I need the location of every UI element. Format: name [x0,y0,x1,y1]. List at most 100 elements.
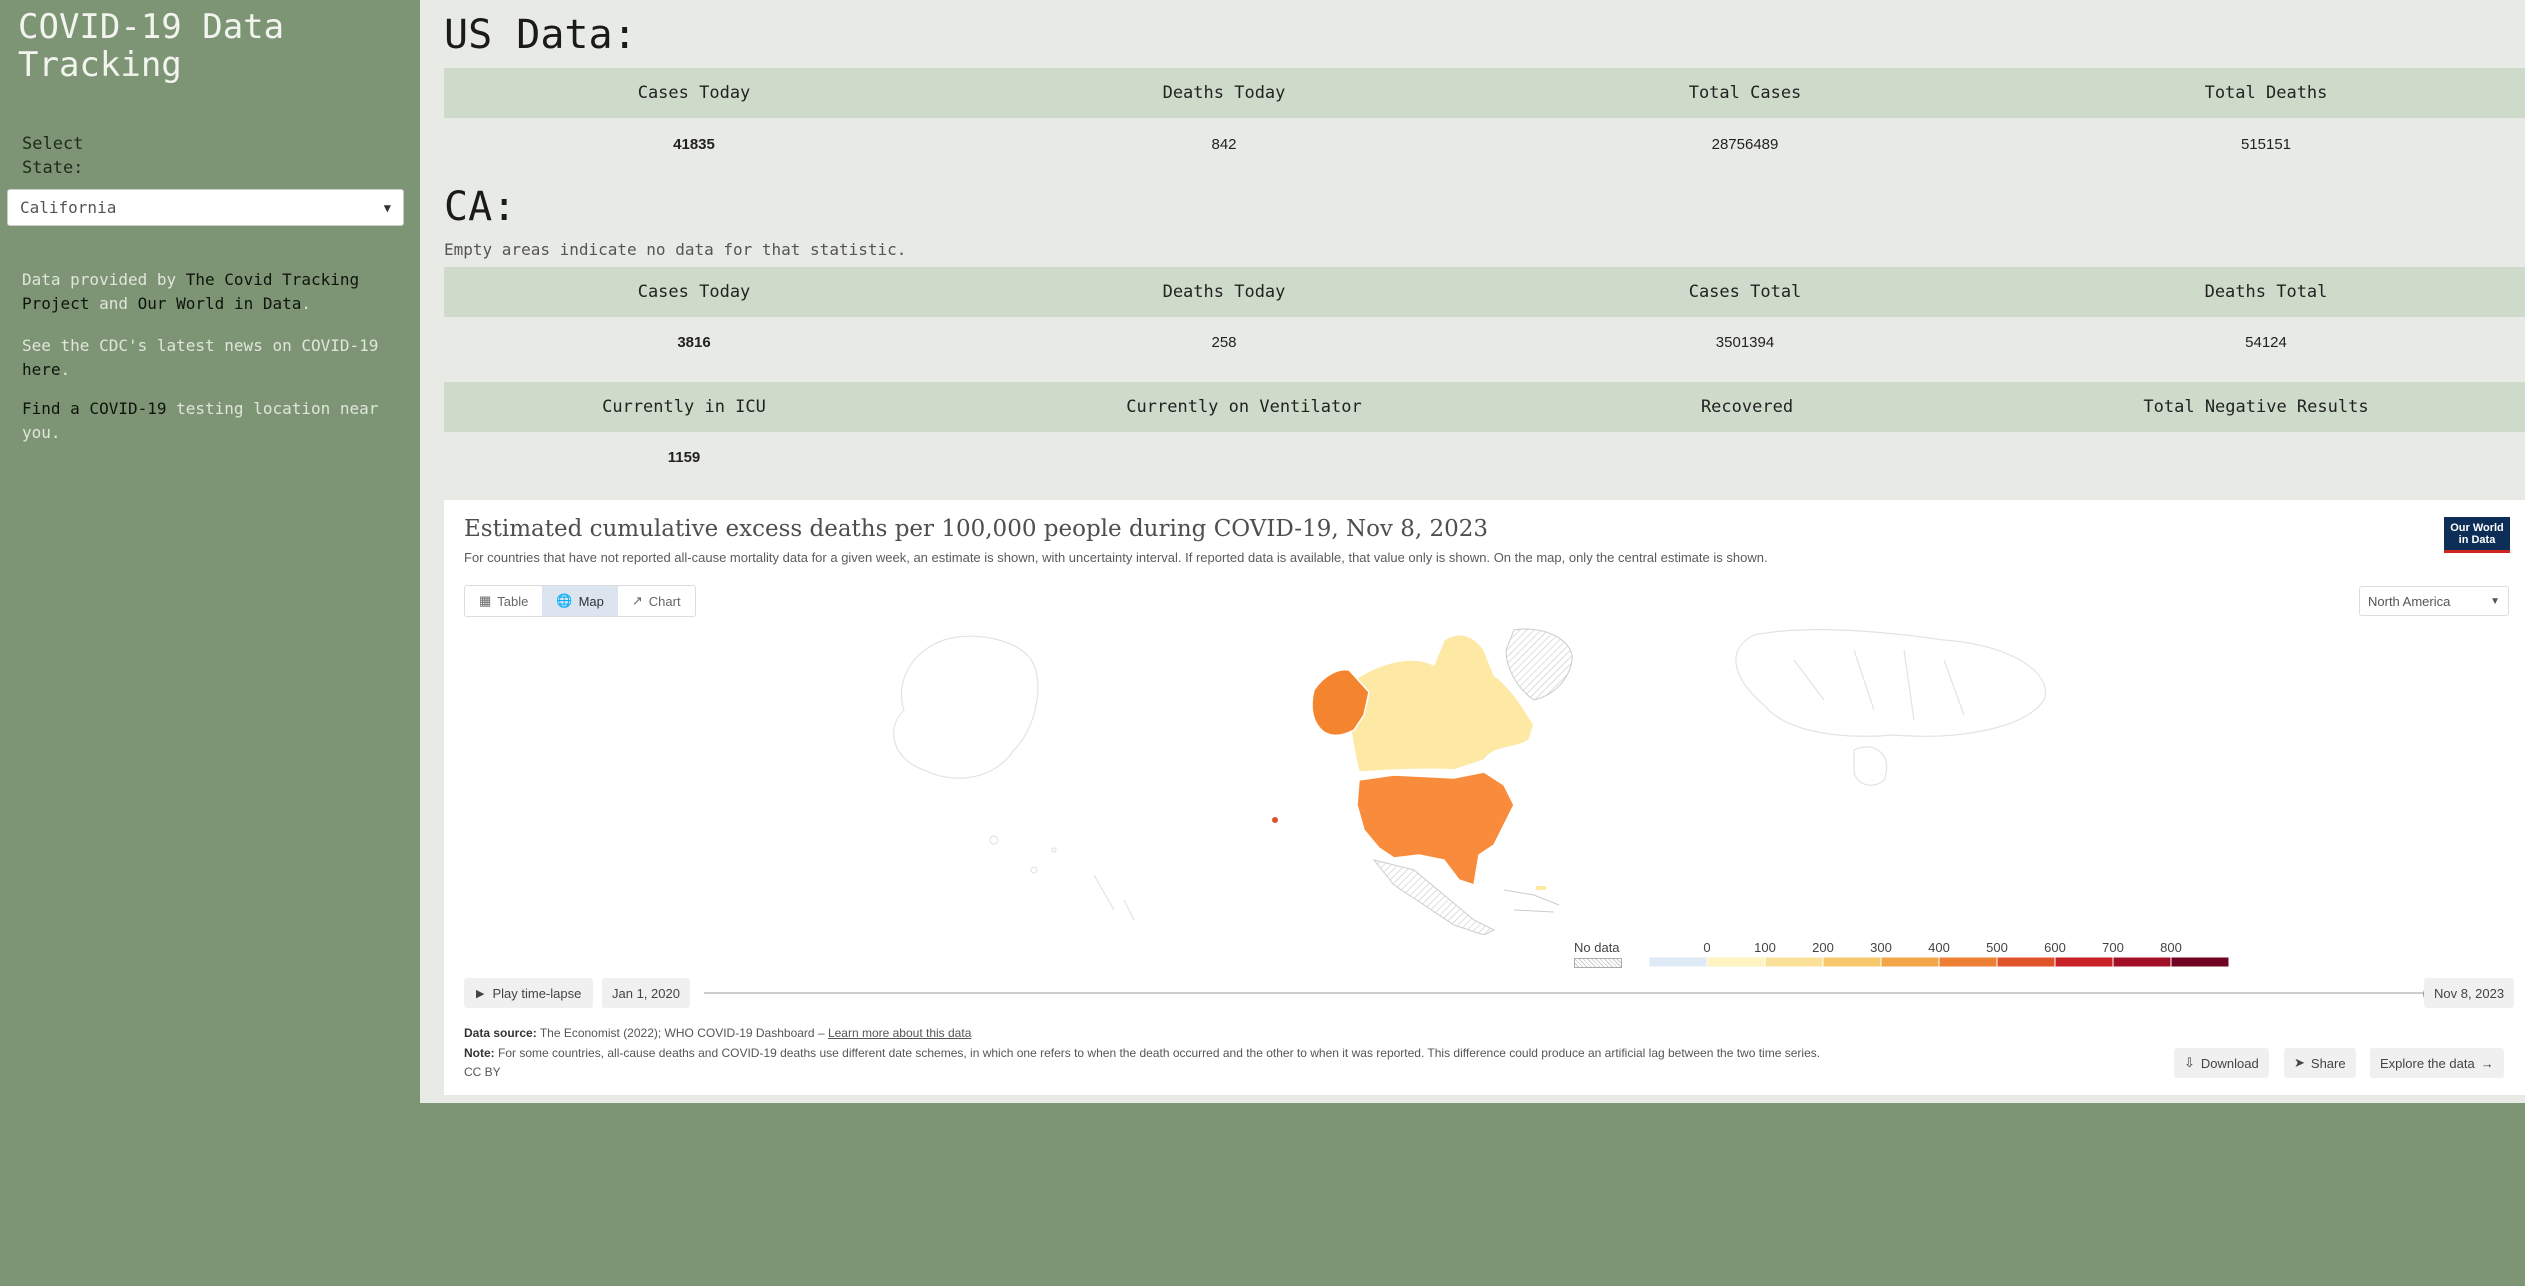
empty-areas-note: Empty areas indicate no data for that st… [444,240,907,259]
world-map[interactable] [794,620,2094,935]
ca-icu: 1159 [667,448,701,466]
legend-color-bin [1706,956,1766,968]
share-button[interactable]: ➤ Share [2284,1048,2356,1078]
select-state-label: Select State: [22,134,84,178]
canada-region[interactable] [1348,634,1535,773]
legend-tick-label: 0 [1703,940,1711,955]
owid-link[interactable]: Our World in Data [137,294,302,313]
hawaii-region [1272,817,1278,823]
us-deaths-today: 842 [1211,135,1237,153]
tab-map[interactable]: 🌐 Map [542,586,618,616]
legend-color-bin [1880,956,1940,968]
legend-color-bin [1996,956,2056,968]
ca-cases-today: 3816 [677,333,711,351]
testing-location-text: Find a COVID-19 testing location near yo… [22,399,379,442]
download-icon: ⇩ [2184,1055,2195,1070]
legend-ticks: 0 100 200 300 400 500 600 700 800 [1639,940,2259,956]
covid-tracking-link[interactable]: The Covid Tracking Project [22,270,360,313]
us-total-deaths: 515151 [2240,135,2292,153]
ca-header-cell: Recovered [1700,397,1794,417]
legend-tick-label: 800 [2160,940,2182,955]
ca-cases-total: 3501394 [1715,333,1775,351]
license-text: CC BY [464,1065,501,1079]
chart-subtitle: For countries that have not reported all… [464,550,1768,565]
us-total-cases: 28756489 [1711,135,1779,153]
mexico-region [1372,859,1496,935]
ca-header-cell: Deaths Total [2204,282,2328,302]
alaska-region[interactable] [1311,668,1370,737]
legend-color-bin [2170,956,2230,968]
testing-location-link[interactable]: Find a COVID-19 [22,399,167,418]
learn-more-link[interactable]: Learn more about this data [827,1026,972,1040]
tab-table[interactable]: ▦ Table [479,593,529,609]
ca-header-cell: Cases Today [637,282,751,302]
ca-deaths-total: 54124 [2245,333,2287,351]
state-select-value: California [20,198,117,217]
us-header-cell: Cases Today [637,83,751,103]
start-date: Jan 1, 2020 [602,978,690,1008]
legend-color-bin [2054,956,2114,968]
legend-color-bin [2112,956,2172,968]
legend-tick-label: 300 [1870,940,1892,955]
us-cases-today: 41835 [673,135,715,153]
background-continents [893,628,2047,921]
tab-chart[interactable]: ↗ Chart [631,593,681,609]
app-title: COVID-19 Data Tracking [18,7,285,85]
caret-down-icon: ▼ [2490,595,2500,607]
globe-icon: 🌐 [556,593,573,608]
timeline-slider[interactable] [704,992,2444,994]
view-tabs: ▦ Table 🌐 Map ↗ Chart [464,585,696,617]
us-header-cell: Deaths Today [1162,83,1286,103]
share-icon: ➤ [2294,1055,2305,1070]
ca-header-cell: Total Negative Results [2143,397,2369,417]
caribbean-region [1503,889,1560,913]
owid-chart-embed: Estimated cumulative excess deaths per 1… [444,500,2525,1095]
play-icon: ▶ [476,987,485,1000]
cdc-news-text: See the CDC's latest news on COVID-19 he… [22,336,379,379]
greenland-region [1505,628,1573,701]
end-date: Nov 8, 2023 [2424,978,2515,1008]
usa-region[interactable] [1356,771,1515,886]
legend-tick-label: 700 [2102,940,2124,955]
chevron-down-icon: ▼ [383,200,391,215]
ca-header-cell: Currently on Ventilator [1126,397,1362,417]
chart-title: Estimated cumulative excess deaths per 1… [464,516,1489,542]
legend-no-data-swatch [1574,958,1622,968]
legend-color-bin [1648,956,1708,968]
caribbean-island [1536,886,1546,890]
download-button[interactable]: ⇩ Download [2174,1048,2269,1078]
legend-no-data-label: No data [1574,940,1620,955]
line-chart-icon: ↗ [631,593,643,608]
legend-tick-label: 400 [1928,940,1950,955]
owid-logo[interactable]: Our World in Data [2444,517,2510,553]
legend-tick-label: 200 [1812,940,1834,955]
arrow-right-icon: → [2480,1055,2494,1071]
us-header-row: Cases Today Deaths Today Total Cases Tot… [444,68,2525,118]
legend-tick-label: 100 [1754,940,1776,955]
ca-header-row-2: Currently in ICU Currently on Ventilator… [444,382,2525,432]
region-select[interactable]: North America ▼ [2359,586,2509,616]
explore-data-button[interactable]: Explore the data → [2370,1048,2504,1078]
us-header-cell: Total Deaths [2204,83,2328,103]
state-select[interactable]: California ▼ [7,189,404,226]
us-heading: US Data: [444,12,637,58]
legend-scale [1648,956,2230,968]
sidebar: COVID-19 Data Tracking Select State: Cal… [0,0,420,1286]
note-line: Note: For some countries, all-cause deat… [464,1046,1821,1060]
table-icon: ▦ [479,593,492,608]
legend-color-bin [1764,956,1824,968]
us-header-cell: Total Cases [1688,83,1802,103]
state-heading: CA: [444,184,517,230]
play-timelapse-button[interactable]: ▶ Play time-lapse [464,978,594,1008]
ca-header-row-1: Cases Today Deaths Today Cases Total Dea… [444,267,2525,317]
legend-color-bin [1822,956,1882,968]
legend-color-bin [1938,956,1998,968]
ca-deaths-today: 258 [1211,333,1237,351]
cdc-link[interactable]: here [22,360,61,379]
map-legend: No data 0 100 200 300 400 500 600 700 800 [1574,940,2274,980]
ca-header-cell: Currently in ICU [602,397,766,417]
data-source-line: Data source: The Economist (2022); WHO C… [464,1026,972,1040]
data-provided-text: Data provided by The Covid Tracking Proj… [22,270,360,313]
ca-header-cell: Deaths Today [1162,282,1286,302]
legend-tick-label: 500 [1986,940,2008,955]
